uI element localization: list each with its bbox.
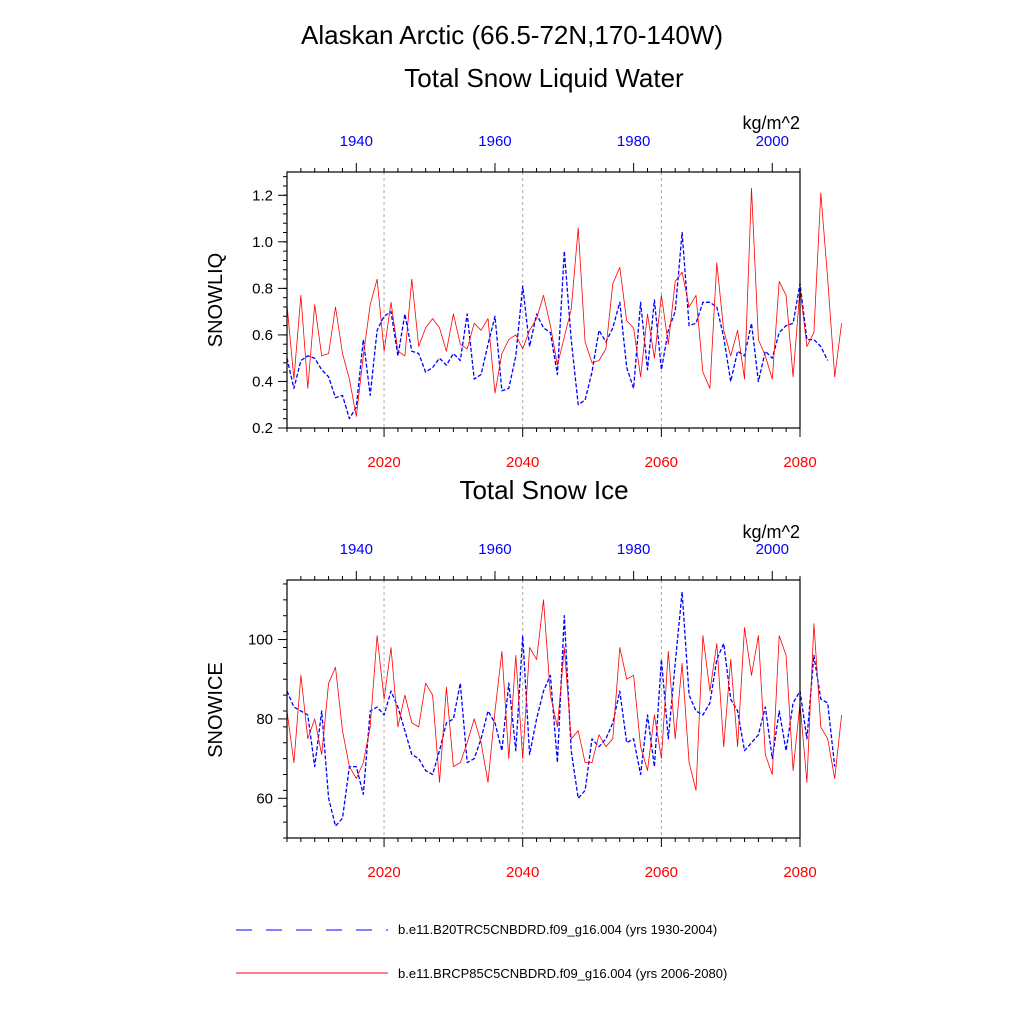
series-line-historical <box>286 231 829 420</box>
y-tick-label: 80 <box>256 711 273 728</box>
y-axis-label: SNOWLIQ <box>205 253 227 347</box>
y-tick-label: 60 <box>256 790 273 807</box>
figure-title: Alaskan Arctic (66.5-72N,170-140W) <box>301 20 723 50</box>
y-tick-label: 1.2 <box>252 187 273 204</box>
series-line-rcp85 <box>286 599 842 791</box>
y-axis-label: SNOWICE <box>205 662 227 758</box>
series-line-historical <box>286 591 836 827</box>
y-tick-label: 0.2 <box>252 420 273 437</box>
x-bottom-tick-label: 2020 <box>367 454 400 471</box>
x-top-tick-label: 2000 <box>756 133 789 150</box>
x-bottom-tick-label: 2020 <box>367 864 400 881</box>
x-top-tick-label: 1940 <box>340 541 373 558</box>
units-label: kg/m^2 <box>743 522 800 542</box>
x-bottom-tick-label: 2040 <box>506 864 539 881</box>
y-tick-label: 0.6 <box>252 327 273 344</box>
panel-snowice: Total Snow Ice kg/m^2 SNOWICE 60 80 100 202… <box>205 475 842 881</box>
plot-area: 0.2 0.4 0.6 0.8 1.0 1.2 2020 2040 2060 2080 1940 19… <box>252 133 842 471</box>
y-tick-label: 0.8 <box>252 280 273 297</box>
panel-title: Total Snow Ice <box>459 475 628 505</box>
y-tick-label: 100 <box>248 632 273 649</box>
legend-label-rcp85: b.e11.BRCP85C5CNBDRD.f09_g16.004 (yrs 20… <box>398 966 727 981</box>
x-top-tick-label: 2000 <box>756 541 789 558</box>
plot-frame <box>286 171 801 429</box>
panel-snowliq: Total Snow Liquid Water kg/m^2 SNOWLIQ 0… <box>205 63 842 471</box>
x-bottom-tick-label: 2080 <box>783 454 816 471</box>
series-line-rcp85 <box>286 187 842 417</box>
plot-frame <box>286 579 801 839</box>
x-top-tick-label: 1960 <box>478 133 511 150</box>
y-tick-label: 1.0 <box>252 234 273 251</box>
panel-title: Total Snow Liquid Water <box>404 63 684 93</box>
x-bottom-tick-label: 2040 <box>506 454 539 471</box>
x-bottom-tick-label: 2080 <box>783 864 816 881</box>
plot-area: 60 80 100 2020 2040 2060 2080 1940 1960 1980 2000 <box>248 541 842 881</box>
units-label: kg/m^2 <box>743 113 800 133</box>
x-top-tick-label: 1980 <box>617 541 650 558</box>
x-bottom-tick-label: 2060 <box>645 454 678 471</box>
x-top-tick-label: 1940 <box>340 133 373 150</box>
x-top-tick-label: 1960 <box>478 541 511 558</box>
x-top-tick-label: 1980 <box>617 133 650 150</box>
y-tick-label: 0.4 <box>252 373 273 390</box>
x-bottom-tick-label: 2060 <box>645 864 678 881</box>
legend: b.e11.B20TRC5CNBDRD.f09_g16.004 (yrs 193… <box>236 922 727 981</box>
legend-label-historical: b.e11.B20TRC5CNBDRD.f09_g16.004 (yrs 193… <box>398 922 717 937</box>
